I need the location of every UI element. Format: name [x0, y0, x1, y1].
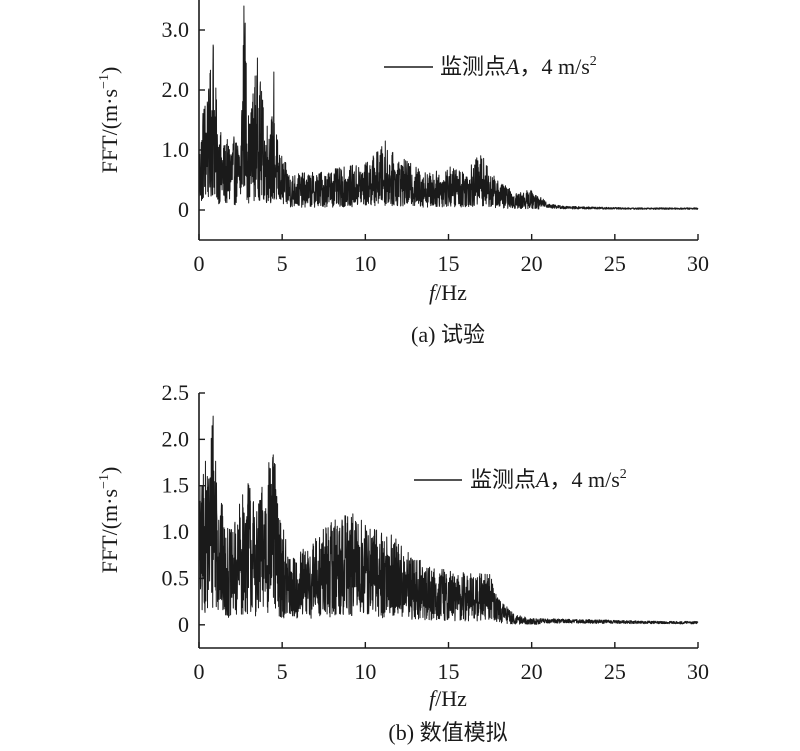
- chart-a-plot-layer: [198, 5, 699, 210]
- chart-b-plot-layer: [198, 415, 699, 625]
- chart-b-x-tick-label: 30: [687, 659, 709, 684]
- chart-a-x-tick-label: 20: [521, 251, 543, 276]
- chart-b-x-tick-label: 5: [277, 659, 288, 684]
- chart-b-x-tick-label: 0: [194, 659, 205, 684]
- chart-b-x-tick-label: 20: [521, 659, 543, 684]
- chart-a-legend: 监测点A，4 m/s2: [384, 54, 597, 79]
- chart-b-ticks: 0 5 10 15 20 25 30 0 0.5 1.0 1.5 2.0 2.5: [162, 380, 710, 684]
- chart-a-ticks: 0 5 10 15 20 25 30 0 1.0 2.0 3.0: [162, 17, 710, 276]
- chart-a-x-tick-label: 10: [354, 251, 376, 276]
- chart-a-x-tick-label: 0: [194, 251, 205, 276]
- chart-a-x-tick-label: 30: [687, 251, 709, 276]
- chart-a-y-tick-label: 0: [178, 197, 189, 222]
- chart-a-x-axis-title: f/Hz: [429, 280, 467, 305]
- chart-b-x-tick-label: 15: [438, 659, 460, 684]
- chart-b-y-tick-label: 1.5: [162, 473, 190, 498]
- chart-b-y-tick-label: 1.0: [162, 519, 190, 544]
- chart-a-x-tick-label: 5: [277, 251, 288, 276]
- chart-a-x-tick-label: 25: [604, 251, 626, 276]
- chart-a-y-axis-title: FFT/(m·s−1): [97, 67, 122, 174]
- chart-b-legend: 监测点A，4 m/s2: [414, 467, 627, 492]
- chart-b-y-tick-label: 0: [178, 612, 189, 637]
- chart-b-x-tick-label: 10: [354, 659, 376, 684]
- chart-a-caption: (a) 试验: [411, 322, 485, 347]
- chart-b-legend-label: 监测点A，4 m/s2: [470, 467, 627, 492]
- chart-b-series-line: [198, 415, 699, 625]
- chart-b-y-axis-title: FFT/(m·s−1): [97, 467, 122, 574]
- chart-a-y-tick-label: 3.0: [162, 17, 190, 42]
- chart-b-x-axis-title: f/Hz: [429, 686, 467, 711]
- chart-b: 0 5 10 15 20 25 30 0 0.5 1.0 1.5 2.0 2.5 FFT/(m·s−1)…: [97, 380, 709, 745]
- chart-a-series-line: [198, 5, 699, 210]
- chart-a-legend-label: 监测点A，4 m/s2: [440, 54, 597, 79]
- chart-b-y-tick-label: 0.5: [162, 565, 190, 590]
- chart-b-x-tick-label: 25: [604, 659, 626, 684]
- chart-a-x-tick-label: 15: [438, 251, 460, 276]
- chart-a-y-tick-label: 1.0: [162, 137, 190, 162]
- chart-a-y-tick-label: 2.0: [162, 77, 190, 102]
- chart-b-caption: (b) 数值模拟: [388, 720, 507, 745]
- chart-b-y-tick-label: 2.5: [162, 380, 190, 405]
- chart-b-y-tick-label: 2.0: [162, 426, 190, 451]
